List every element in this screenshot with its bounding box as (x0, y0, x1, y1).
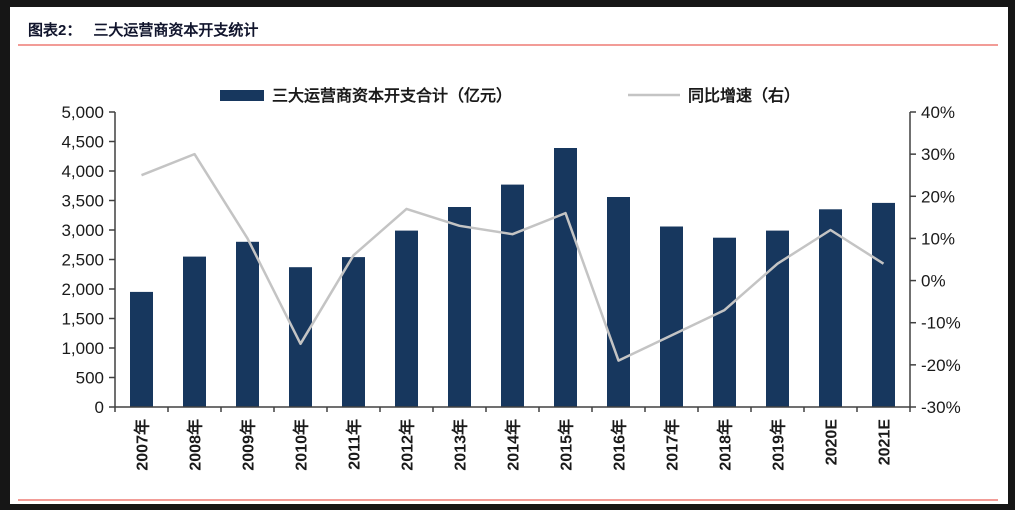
bar-2013年 (448, 207, 471, 407)
x-axis-label: 2015年 (557, 419, 576, 471)
left-axis-label: 3,500 (61, 192, 104, 211)
capex-chart: 0 500 1,000 1,500 2,000 2,500 3,000 3,500 4,000 4… (61, 86, 961, 471)
bar-2009年 (236, 241, 259, 407)
x-axis-label: 2009年 (239, 419, 258, 471)
left-axis-label: 4,000 (61, 162, 104, 181)
legend-bar-swatch (220, 90, 264, 101)
bar-2014年 (501, 184, 524, 407)
x-axis-label: 2020E (824, 419, 841, 466)
legend-bar-label: 三大运营商资本开支合计（亿元） (272, 86, 512, 105)
bar-2010年 (289, 267, 312, 407)
right-axis-label: -10% (921, 314, 961, 333)
bar-2019年 (766, 230, 789, 407)
top-divider (18, 44, 998, 46)
legend-line-label: 同比增速（右） (688, 86, 800, 105)
left-axis-label: 0 (95, 398, 104, 417)
right-axis-label: -30% (921, 398, 961, 417)
chart-header: 图表2： 三大运营商资本开支统计 (28, 19, 258, 40)
bar-2007年 (130, 291, 153, 407)
x-axis-label: 2013年 (451, 419, 470, 471)
yoy-growth-line (141, 152, 885, 362)
figure-label: 图表2： (28, 22, 82, 39)
left-axis-label: 2,500 (61, 251, 104, 270)
x-axis-label: 2012年 (398, 419, 417, 471)
right-axis-label: 10% (921, 229, 955, 248)
right-axis-label: 20% (921, 187, 955, 206)
x-axis-label: 2007年 (133, 419, 152, 471)
left-axis-label: 500 (76, 369, 104, 388)
right-axis-label: -20% (921, 356, 961, 375)
bar-2015年 (554, 148, 577, 407)
x-axis-label: 2016年 (610, 419, 629, 471)
x-axis-label: 2018年 (716, 419, 735, 471)
left-axis-label: 1,000 (61, 339, 104, 358)
bar-2020E (819, 209, 842, 407)
x-axis-label: 2010年 (292, 419, 311, 471)
x-axis-label: 2008年 (186, 419, 205, 471)
x-axis-label: 2014年 (504, 419, 523, 471)
x-axis-label: 2011年 (345, 419, 364, 470)
x-axis-label: 2017年 (663, 419, 682, 471)
x-axis-label: 2019年 (769, 419, 788, 471)
bottom-divider (18, 499, 998, 501)
bar-2012年 (395, 230, 418, 407)
x-axis-label: 2021E (877, 419, 894, 466)
report-panel: 图表2： 三大运营商资本开支统计 0 500 1,000 1,500 2,000 2,500… (10, 7, 1008, 504)
left-axis-label: 2,000 (61, 280, 104, 299)
bar-2011年 (342, 257, 365, 407)
bar-2021E (872, 202, 895, 407)
bar-2008年 (183, 256, 206, 407)
right-axis-label: 30% (921, 145, 955, 164)
right-axis-label: 0% (921, 272, 946, 291)
bar-2017年 (660, 226, 683, 407)
bar-2018年 (713, 237, 736, 407)
bar-2016年 (607, 197, 630, 407)
left-axis-label: 5,000 (61, 103, 104, 122)
left-axis-label: 4,500 (61, 133, 104, 152)
left-axis-label: 3,000 (61, 221, 104, 240)
figure-title: 三大运营商资本开支统计 (93, 22, 259, 39)
right-axis-label: 40% (921, 103, 955, 122)
left-axis-label: 1,500 (61, 310, 104, 329)
